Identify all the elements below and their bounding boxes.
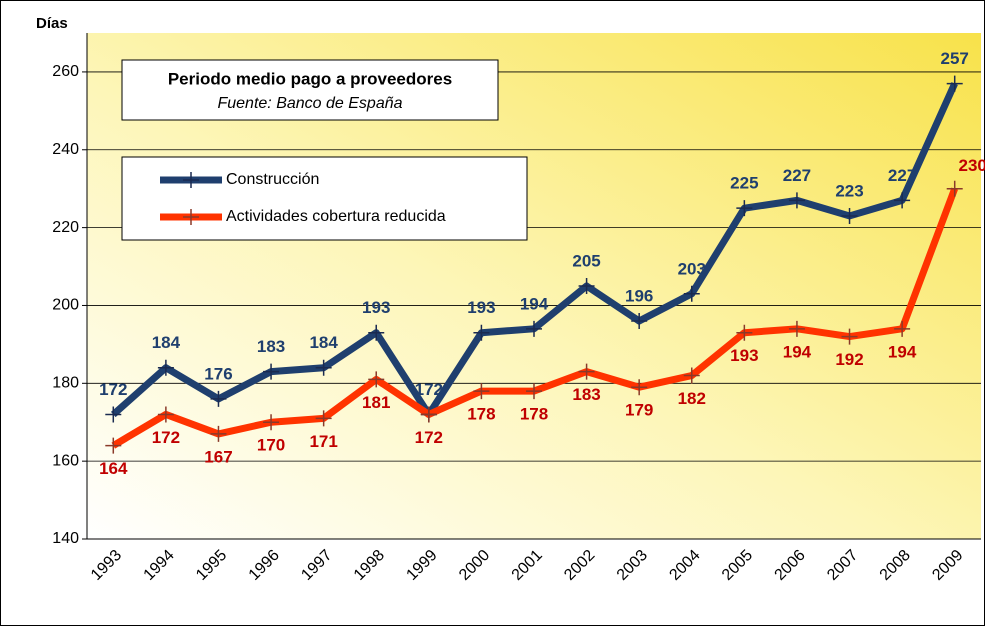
point-marker bbox=[841, 207, 858, 224]
point-marker bbox=[788, 320, 805, 337]
data-label: 183 bbox=[572, 385, 600, 404]
point-marker bbox=[946, 75, 963, 92]
data-label: 179 bbox=[625, 401, 653, 420]
chart-subtitle: Fuente: Banco de España bbox=[217, 95, 402, 112]
point-marker bbox=[631, 313, 648, 330]
point-marker bbox=[894, 192, 911, 209]
point-marker bbox=[315, 359, 332, 376]
point-marker bbox=[683, 367, 700, 384]
data-label: 183 bbox=[257, 337, 285, 356]
point-marker bbox=[946, 180, 963, 197]
point-marker bbox=[578, 363, 595, 380]
data-label: 193 bbox=[467, 298, 495, 317]
chart-title: Periodo medio pago a proveedores bbox=[168, 69, 452, 88]
data-label: 184 bbox=[152, 333, 181, 352]
point-marker bbox=[263, 414, 280, 431]
point-marker bbox=[315, 410, 332, 427]
point-marker bbox=[894, 320, 911, 337]
data-label: 176 bbox=[204, 364, 232, 383]
point-marker bbox=[631, 379, 648, 396]
title-box bbox=[121, 59, 499, 121]
data-label: 230 bbox=[959, 156, 985, 175]
point-marker bbox=[526, 320, 542, 337]
point-marker bbox=[368, 324, 385, 341]
legend-label: Actividades cobertura reducida bbox=[226, 208, 446, 225]
y-tick-label: 240 bbox=[52, 141, 79, 158]
legend bbox=[121, 156, 528, 241]
data-label: 178 bbox=[467, 405, 495, 424]
point-marker bbox=[841, 328, 858, 345]
point-marker bbox=[263, 363, 280, 380]
data-label: 170 bbox=[257, 436, 285, 455]
data-label: 171 bbox=[309, 432, 337, 451]
legend-marker bbox=[183, 172, 199, 188]
data-label: 164 bbox=[99, 459, 128, 478]
data-label: 192 bbox=[835, 350, 863, 369]
point-marker bbox=[105, 437, 122, 454]
data-label: 194 bbox=[783, 342, 812, 361]
data-label: 172 bbox=[99, 380, 127, 399]
point-marker bbox=[157, 359, 174, 376]
data-label: 182 bbox=[678, 389, 706, 408]
data-label: 205 bbox=[572, 251, 600, 270]
data-label: 227 bbox=[783, 166, 811, 185]
point-marker bbox=[420, 406, 437, 423]
legend-marker bbox=[183, 209, 199, 225]
point-marker bbox=[157, 406, 174, 423]
point-marker bbox=[210, 425, 227, 442]
data-label: 257 bbox=[941, 49, 969, 68]
data-label: 225 bbox=[730, 174, 758, 193]
point-marker bbox=[736, 324, 753, 341]
point-marker bbox=[578, 278, 595, 294]
y-axis-label: Días bbox=[36, 15, 68, 32]
point-marker bbox=[105, 406, 122, 423]
data-label: 193 bbox=[730, 346, 758, 365]
point-marker bbox=[210, 390, 227, 407]
point-marker bbox=[683, 285, 700, 302]
y-tick-label: 260 bbox=[52, 63, 79, 80]
data-label: 196 bbox=[625, 287, 653, 306]
point-marker bbox=[368, 371, 385, 388]
data-label: 178 bbox=[520, 405, 548, 424]
data-label: 181 bbox=[362, 393, 390, 412]
point-marker bbox=[473, 383, 490, 400]
data-label: 184 bbox=[309, 333, 338, 352]
point-marker bbox=[526, 383, 542, 400]
point-marker bbox=[788, 192, 805, 209]
point-marker bbox=[473, 324, 490, 341]
data-label: 203 bbox=[678, 259, 706, 278]
data-label: 223 bbox=[835, 181, 863, 200]
y-tick-label: 220 bbox=[52, 219, 79, 236]
data-label: 167 bbox=[204, 447, 232, 466]
legend-label: Construcción bbox=[226, 171, 319, 188]
y-tick-label: 200 bbox=[52, 297, 79, 314]
y-tick-label: 180 bbox=[52, 375, 79, 392]
data-label: 172 bbox=[415, 380, 443, 399]
data-label: 194 bbox=[888, 342, 917, 361]
data-label: 172 bbox=[152, 428, 180, 447]
y-tick-label: 160 bbox=[52, 452, 79, 469]
point-marker bbox=[736, 200, 753, 217]
y-tick-label: 140 bbox=[52, 530, 79, 547]
data-label: 193 bbox=[362, 298, 390, 317]
data-label: 227 bbox=[888, 166, 916, 185]
data-label: 172 bbox=[415, 428, 443, 447]
data-label: 194 bbox=[520, 294, 549, 313]
